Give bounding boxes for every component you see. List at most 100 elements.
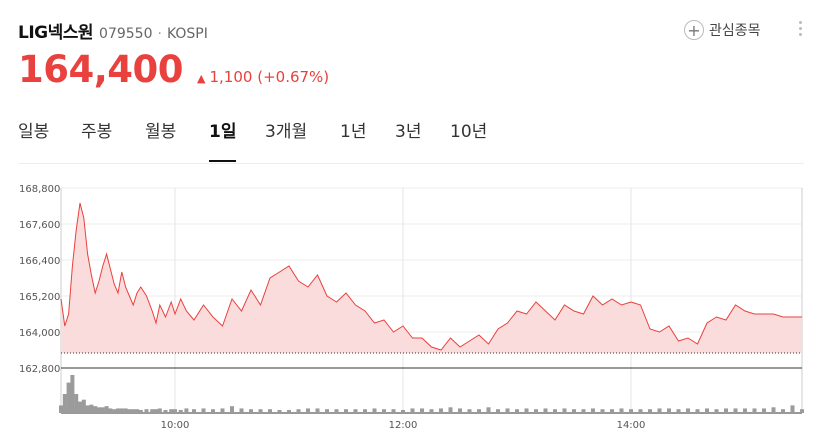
volume-bar (619, 408, 624, 413)
tab-daily[interactable]: 일봉 (18, 122, 50, 142)
volume-bar (553, 409, 557, 413)
volume-bar (119, 408, 124, 413)
volume-bar (534, 409, 538, 413)
volume-bar (496, 409, 500, 413)
y-tick-label: 167,600 (19, 220, 60, 231)
volume-bar (391, 409, 396, 413)
volume-bar (116, 408, 120, 413)
period-tabs: 일봉 주봉 월봉 1일 3개월 1년 3년 10년 (0, 116, 818, 164)
volume-bar (135, 409, 139, 413)
volume-bar (334, 409, 339, 413)
volume-bar (268, 409, 272, 413)
stock-code: 079550 (99, 26, 153, 42)
volume-bar (112, 409, 117, 413)
volume-bar (81, 399, 86, 413)
stock-name: LIG넥스원 (18, 23, 94, 43)
tab-weekly[interactable]: 주봉 (81, 122, 113, 142)
volume-bar (287, 409, 291, 413)
volume-bar (169, 409, 174, 413)
volume-bar (306, 408, 310, 413)
price-row: 164,400 ▲ 1,100 (+0.67%) (18, 48, 329, 91)
y-tick-label: 166,400 (19, 256, 60, 267)
volume-bar (178, 409, 183, 413)
volume-bar (372, 408, 377, 413)
volume-bar (150, 409, 155, 413)
volume-bar (486, 407, 491, 413)
x-tick-label: 10:00 (161, 420, 190, 431)
volume-bar (524, 408, 529, 413)
volume-bar (230, 406, 234, 413)
volume-bar (410, 408, 415, 413)
tab-1-year[interactable]: 1년 (340, 122, 367, 142)
volume-bar (85, 405, 90, 413)
volume-bar (201, 408, 206, 413)
volume-bar (562, 408, 567, 413)
volume-bar (315, 408, 320, 413)
tab-10-years[interactable]: 10년 (450, 122, 488, 142)
volume-bar (733, 408, 738, 413)
volume-bar (123, 408, 128, 413)
volume-bar (448, 407, 453, 413)
volume-bar (543, 408, 548, 413)
volume-bar (600, 409, 605, 413)
volume-bar (458, 408, 462, 413)
volume-bar (144, 409, 149, 413)
volume-bar (581, 409, 586, 413)
volume-bar (762, 408, 766, 413)
volume-bar (220, 408, 225, 413)
volume-bar (429, 409, 434, 413)
tab-1-day[interactable]: 1일 (209, 116, 237, 162)
more-vertical-icon[interactable] (797, 21, 803, 39)
volume-bar (676, 409, 681, 413)
x-tick-label: 12:00 (389, 420, 418, 431)
volume-bar (790, 405, 795, 413)
current-price: 164,400 (18, 48, 184, 91)
volume-bar (752, 408, 757, 413)
volume-bar (515, 409, 519, 413)
tab-3-years[interactable]: 3년 (395, 122, 422, 142)
volume-bar (138, 409, 143, 413)
volume-bar (163, 409, 168, 413)
change-percent: (+0.67%) (257, 68, 330, 86)
add-favorite-button[interactable]: + 관심종목 (684, 18, 761, 42)
favorite-label: 관심종목 (709, 23, 761, 39)
volume-bar (108, 408, 113, 413)
intraday-chart[interactable]: 162,800 164,000 165,200 166,400 167,600 168,8… (0, 170, 818, 439)
volume-bar (173, 409, 177, 413)
volume-bar (353, 409, 358, 413)
change-amount: 1,100 (209, 68, 253, 86)
volume-bar (572, 409, 576, 413)
volume-bar (648, 409, 652, 413)
y-tick-label: 164,000 (19, 328, 60, 339)
volume-bar (70, 375, 75, 413)
plus-circle-icon: + (684, 20, 704, 40)
volume-bar (800, 409, 804, 413)
volume-bar (211, 409, 215, 413)
volume-bar (610, 409, 614, 413)
volume-bar (657, 408, 662, 413)
volume-bar (467, 409, 472, 413)
tab-monthly[interactable]: 월봉 (145, 122, 177, 142)
price-line (60, 202, 802, 351)
volume-bar (97, 407, 101, 413)
separator-dot: · (157, 26, 162, 42)
volume-bar (743, 408, 747, 413)
volume-bar (724, 408, 728, 413)
volume-bar (325, 409, 329, 413)
volume-bar (591, 408, 595, 413)
volume-bar (363, 409, 367, 413)
volume-bar (258, 409, 263, 413)
volume-bar (93, 406, 98, 413)
price-area (61, 203, 802, 353)
volume-bar (477, 409, 481, 413)
volume-bar (249, 409, 253, 413)
volume-bar (78, 401, 82, 413)
volume-bar (667, 408, 671, 413)
tab-3-months[interactable]: 3개월 (265, 122, 308, 142)
volume-bar (401, 409, 405, 413)
volume-bar (131, 409, 136, 413)
volume-bar (638, 409, 643, 413)
volume-bar (239, 408, 244, 413)
volume-bar (771, 407, 776, 413)
volume-bar (505, 408, 510, 413)
